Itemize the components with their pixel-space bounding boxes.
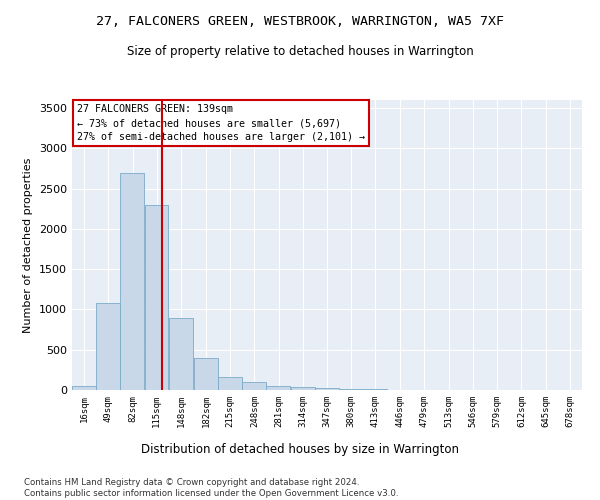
Bar [315, 388, 339, 390]
Bar [339, 389, 363, 390]
Bar [242, 382, 266, 390]
Text: 27 FALCONERS GREEN: 139sqm
← 73% of detached houses are smaller (5,697)
27% of s: 27 FALCONERS GREEN: 139sqm ← 73% of deta… [77, 104, 365, 142]
Bar [194, 358, 218, 390]
Bar [290, 387, 314, 390]
Y-axis label: Number of detached properties: Number of detached properties [23, 158, 34, 332]
Bar [96, 303, 120, 390]
Bar [266, 386, 290, 390]
Bar [218, 377, 242, 390]
Text: Size of property relative to detached houses in Warrington: Size of property relative to detached ho… [127, 45, 473, 58]
Text: Contains HM Land Registry data © Crown copyright and database right 2024.
Contai: Contains HM Land Registry data © Crown c… [24, 478, 398, 498]
Bar [169, 318, 193, 390]
Text: Distribution of detached houses by size in Warrington: Distribution of detached houses by size … [141, 442, 459, 456]
Bar [145, 204, 169, 390]
Bar [72, 386, 96, 390]
Text: 27, FALCONERS GREEN, WESTBROOK, WARRINGTON, WA5 7XF: 27, FALCONERS GREEN, WESTBROOK, WARRINGT… [96, 15, 504, 28]
Bar [121, 172, 144, 390]
